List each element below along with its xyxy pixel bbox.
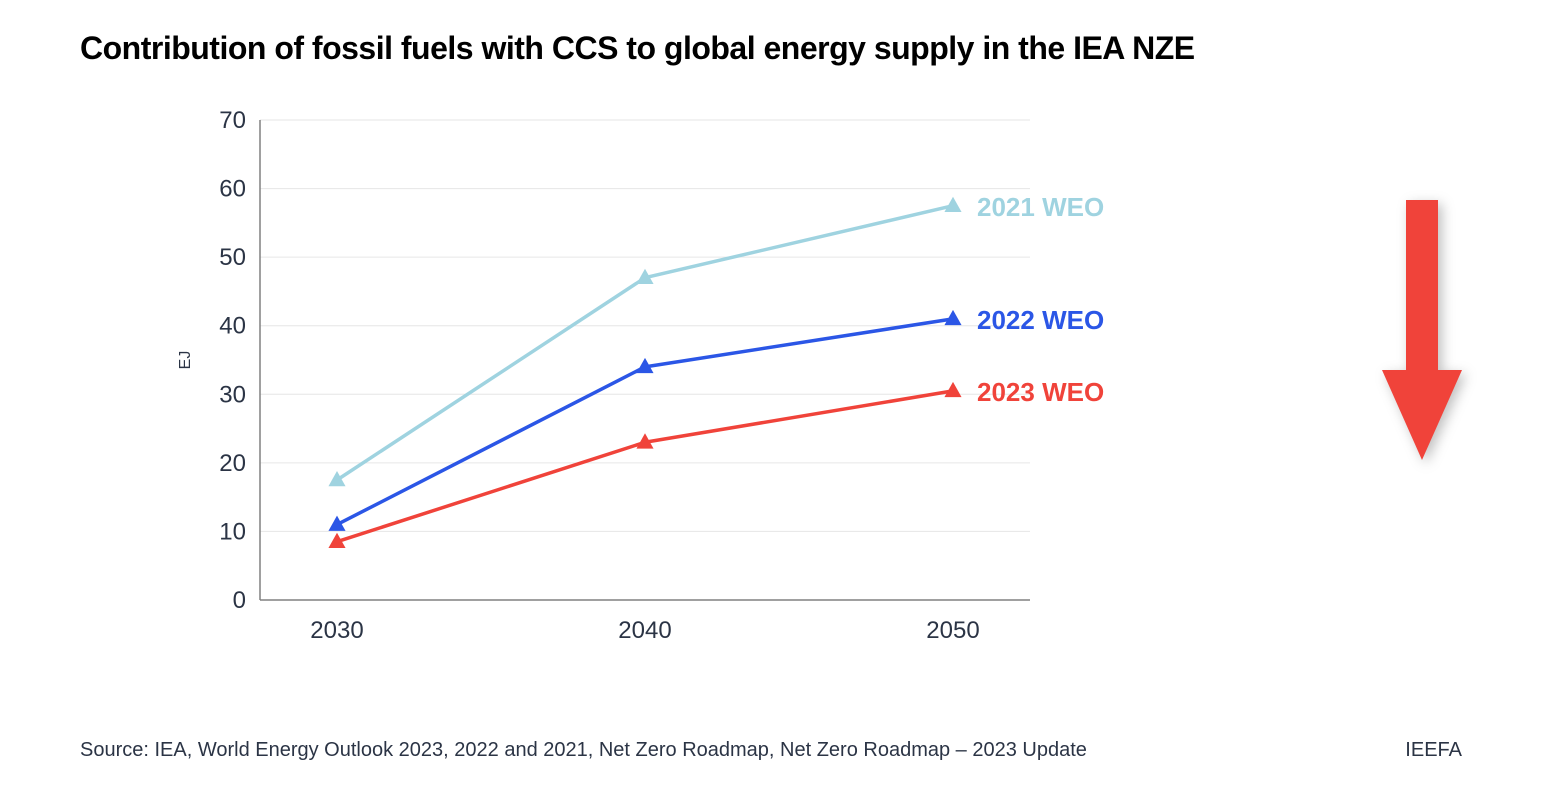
- svg-text:0: 0: [233, 587, 246, 614]
- chart-container: 010203040506070203020402050EJ 2021 WEO20…: [150, 100, 1130, 670]
- svg-text:2050: 2050: [926, 617, 979, 644]
- series-label: 2021 WEO: [977, 192, 1104, 223]
- svg-text:50: 50: [219, 244, 246, 271]
- svg-text:40: 40: [219, 313, 246, 340]
- svg-text:10: 10: [219, 518, 246, 545]
- svg-text:20: 20: [219, 450, 246, 477]
- svg-text:EJ: EJ: [177, 351, 194, 370]
- source-text: Source: IEA, World Energy Outlook 2023, …: [80, 739, 1087, 762]
- attribution-text: IEEFA: [1405, 739, 1462, 762]
- down-arrow-icon: [1382, 200, 1462, 460]
- series-label: 2023 WEO: [977, 377, 1104, 408]
- svg-text:2030: 2030: [310, 617, 363, 644]
- series-label: 2022 WEO: [977, 305, 1104, 336]
- chart-title: Contribution of fossil fuels with CCS to…: [80, 30, 1195, 67]
- svg-text:2040: 2040: [618, 617, 671, 644]
- svg-text:60: 60: [219, 176, 246, 203]
- svg-text:30: 30: [219, 381, 246, 408]
- svg-text:70: 70: [219, 107, 246, 134]
